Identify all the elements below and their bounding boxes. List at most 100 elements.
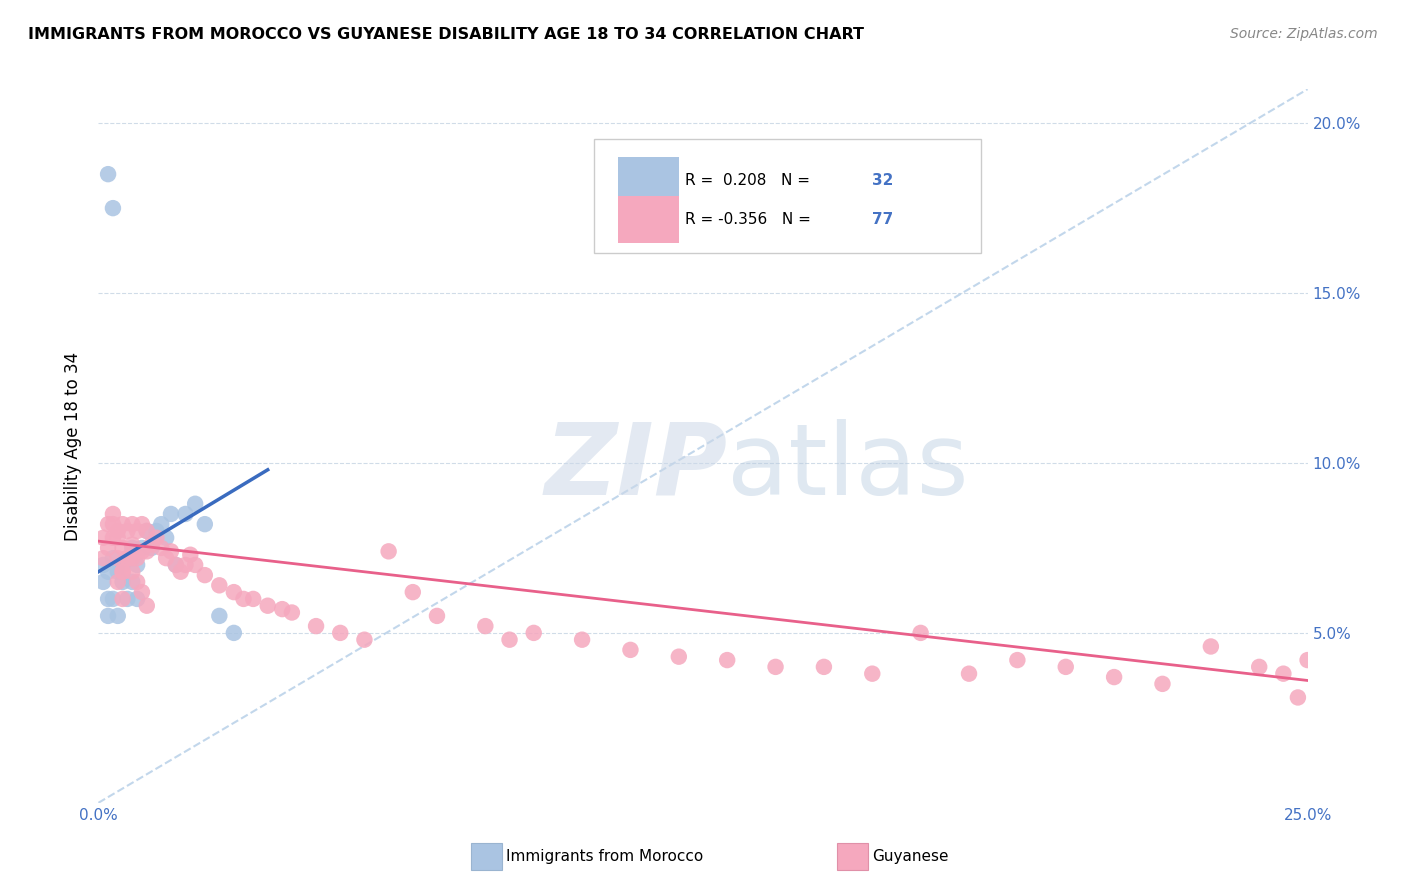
Point [117, 591, 139, 606]
Point [127, 524, 149, 538]
Point [184, 558, 207, 572]
Text: ZIP: ZIP [544, 419, 727, 516]
Point [101, 531, 124, 545]
Point [208, 608, 231, 623]
Point [127, 574, 149, 589]
Point [101, 551, 124, 566]
Point [111, 565, 134, 579]
Point [765, 660, 787, 674]
Point [111, 541, 134, 555]
Point [910, 626, 932, 640]
Text: atlas: atlas [727, 419, 969, 516]
Point [131, 541, 153, 555]
Point [121, 537, 143, 551]
Point [1054, 660, 1077, 674]
Point [813, 660, 835, 674]
Point [141, 537, 163, 551]
Point [111, 565, 134, 579]
Point [402, 585, 425, 599]
Point [377, 544, 399, 558]
Point [97, 167, 120, 181]
Point [619, 643, 641, 657]
Point [97, 541, 120, 555]
Point [135, 524, 157, 538]
Point [111, 517, 134, 532]
Point [1286, 690, 1309, 705]
Point [169, 565, 191, 579]
Point [141, 541, 163, 555]
Point [1296, 653, 1319, 667]
Point [121, 574, 143, 589]
Point [117, 551, 139, 566]
Point [1007, 653, 1029, 667]
Point [150, 541, 173, 555]
Point [111, 574, 134, 589]
Point [1152, 677, 1174, 691]
Point [523, 626, 546, 640]
Point [155, 531, 177, 545]
Point [957, 666, 980, 681]
Point [101, 591, 124, 606]
Point [121, 517, 143, 532]
Point [107, 551, 129, 566]
Point [281, 606, 304, 620]
Point [165, 558, 187, 572]
Point [91, 531, 114, 545]
Text: Guyanese: Guyanese [872, 849, 948, 863]
Point [194, 517, 217, 532]
FancyBboxPatch shape [595, 139, 981, 253]
Point [571, 632, 593, 647]
Point [107, 524, 129, 538]
Point [97, 517, 120, 532]
Text: Immigrants from Morocco: Immigrants from Morocco [506, 849, 703, 863]
Point [305, 619, 328, 633]
Point [131, 585, 153, 599]
Point [860, 666, 883, 681]
Point [121, 565, 143, 579]
Point [155, 551, 177, 566]
Point [174, 507, 197, 521]
Point [135, 544, 157, 558]
Point [107, 531, 129, 545]
Point [101, 517, 124, 532]
FancyBboxPatch shape [619, 196, 679, 243]
Point [668, 649, 690, 664]
Point [150, 517, 173, 532]
Point [117, 551, 139, 566]
Point [127, 551, 149, 566]
Point [222, 585, 245, 599]
Point [91, 551, 114, 566]
Point [127, 558, 149, 572]
Point [107, 565, 129, 579]
Point [97, 591, 120, 606]
Text: R =  0.208   N =: R = 0.208 N = [685, 173, 814, 188]
Point [135, 599, 157, 613]
Point [426, 608, 449, 623]
Point [145, 524, 167, 538]
Point [107, 608, 129, 623]
Point [222, 626, 245, 640]
Text: 32: 32 [872, 173, 894, 188]
Point [97, 608, 120, 623]
Point [716, 653, 738, 667]
Point [160, 507, 183, 521]
Point [160, 544, 183, 558]
Point [194, 568, 217, 582]
Y-axis label: Disability Age 18 to 34: Disability Age 18 to 34 [65, 351, 83, 541]
Point [97, 565, 120, 579]
Point [127, 591, 149, 606]
Point [242, 591, 264, 606]
Point [101, 201, 124, 215]
Point [329, 626, 352, 640]
Point [232, 591, 254, 606]
Point [208, 578, 231, 592]
Point [131, 544, 153, 558]
Point [117, 551, 139, 566]
Point [101, 507, 124, 521]
Point [271, 602, 294, 616]
Point [91, 558, 114, 572]
Point [498, 632, 520, 647]
Point [179, 548, 201, 562]
Text: R = -0.356   N =: R = -0.356 N = [685, 211, 815, 227]
Point [353, 632, 375, 647]
